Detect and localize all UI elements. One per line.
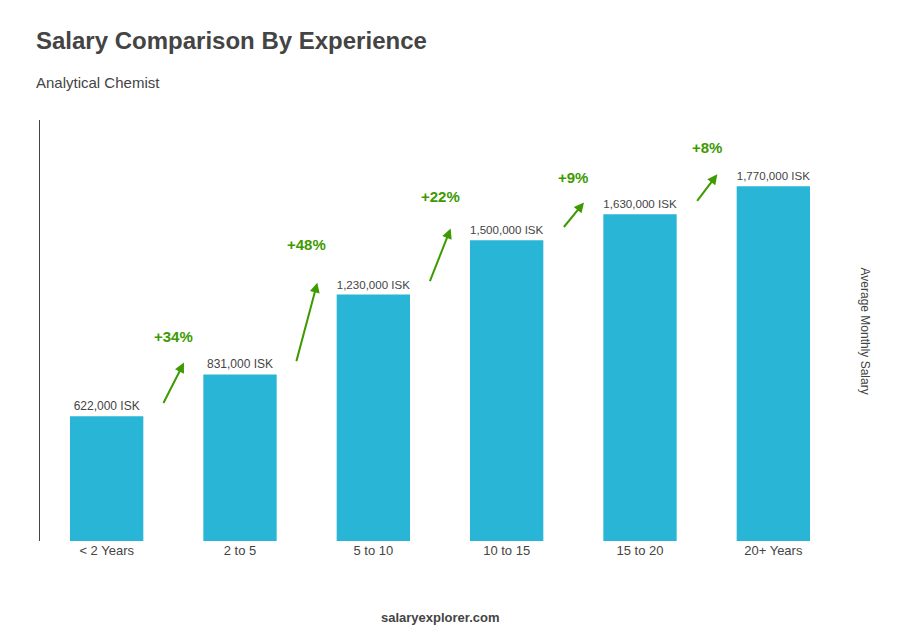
svg-text:10 to 15: 10 to 15 (483, 543, 530, 558)
svg-text:5 to 10: 5 to 10 (353, 543, 393, 558)
svg-text:1,500,000 ISK: 1,500,000 ISK (470, 224, 543, 236)
svg-text:salaryexplorer.com: salaryexplorer.com (381, 610, 500, 625)
svg-text:622,000 ISK: 622,000 ISK (74, 399, 140, 413)
svg-text:20+ Years: 20+ Years (744, 543, 803, 558)
svg-text:1,630,000 ISK: 1,630,000 ISK (603, 198, 677, 210)
svg-text:Salary Comparison By Experienc: Salary Comparison By Experience (36, 27, 427, 54)
svg-text:+22%: +22% (421, 188, 460, 205)
svg-text:15 to 20: 15 to 20 (617, 543, 664, 558)
svg-text:Average Monthly Salary: Average Monthly Salary (858, 268, 872, 395)
svg-text:+8%: +8% (692, 139, 722, 156)
svg-text:2 to 5: 2 to 5 (224, 543, 257, 558)
svg-text:+9%: +9% (558, 169, 588, 186)
svg-text:831,000 ISK: 831,000 ISK (207, 357, 273, 371)
svg-text:< 2 Years: < 2 Years (79, 543, 134, 558)
svg-text:1,230,000 ISK: 1,230,000 ISK (337, 279, 410, 291)
svg-text:Analytical Chemist: Analytical Chemist (36, 74, 160, 91)
svg-text:+48%: +48% (287, 236, 326, 253)
svg-text:+34%: +34% (154, 328, 193, 345)
svg-text:1,770,000 ISK: 1,770,000 ISK (737, 170, 810, 182)
